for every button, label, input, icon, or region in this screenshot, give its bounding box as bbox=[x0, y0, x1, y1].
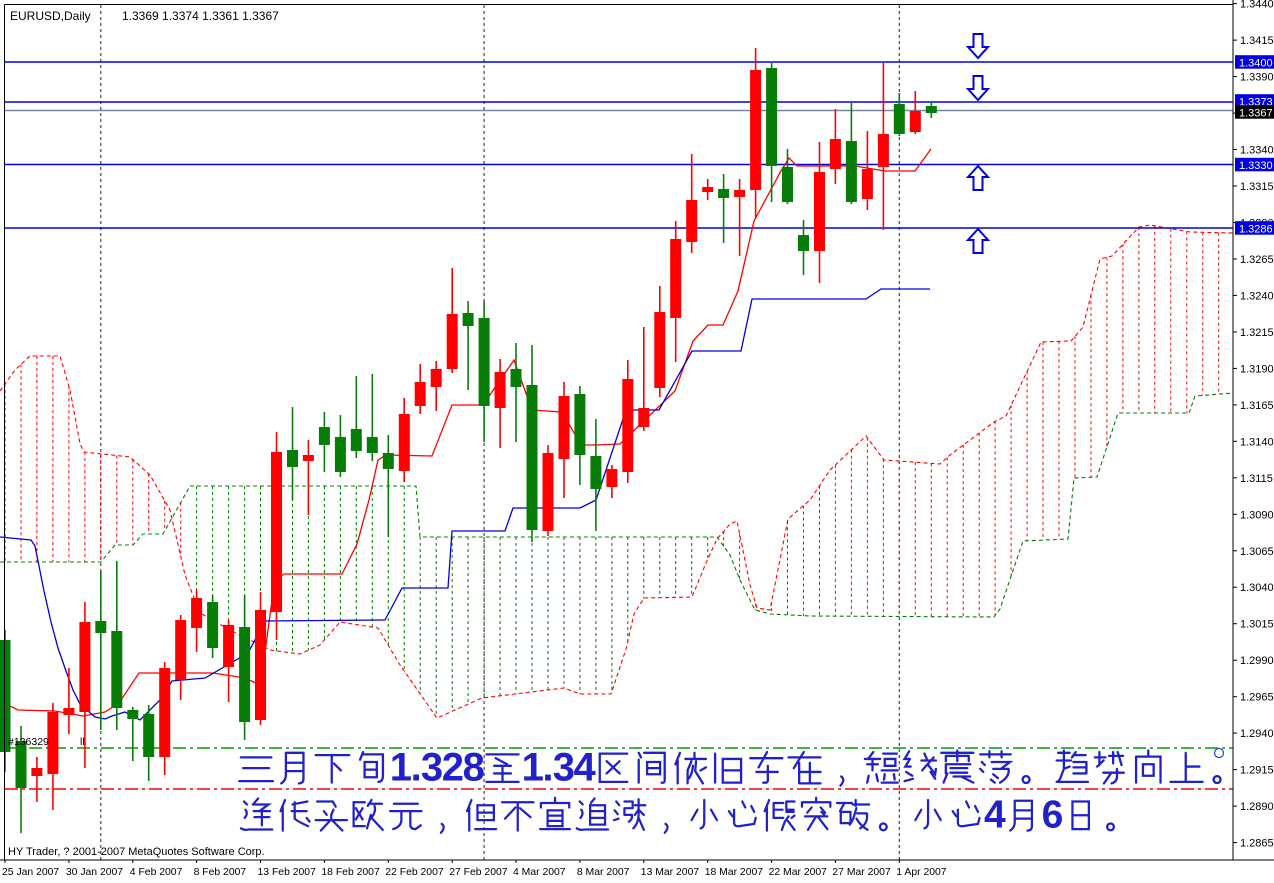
svg-text:3: 3 bbox=[553, 745, 575, 789]
svg-text:8 Mar 2007: 8 Mar 2007 bbox=[577, 867, 630, 878]
svg-text:1.2965: 1.2965 bbox=[1240, 692, 1274, 704]
svg-text:27 Mar 2007: 27 Mar 2007 bbox=[832, 867, 891, 878]
svg-text:1.3140: 1.3140 bbox=[1240, 436, 1274, 448]
svg-text:8: 8 bbox=[463, 745, 485, 789]
svg-text:#136329: #136329 bbox=[8, 736, 49, 748]
svg-text:25 Jan 2007: 25 Jan 2007 bbox=[2, 867, 59, 878]
svg-text:ll: ll bbox=[80, 736, 85, 748]
svg-text:1.2890: 1.2890 bbox=[1240, 801, 1274, 813]
svg-text:1.3340: 1.3340 bbox=[1240, 145, 1274, 157]
svg-text:1.3367: 1.3367 bbox=[1239, 108, 1273, 120]
svg-text:1.2915: 1.2915 bbox=[1240, 765, 1274, 777]
svg-text:1.3315: 1.3315 bbox=[1240, 181, 1274, 193]
svg-text:18 Feb 2007: 18 Feb 2007 bbox=[321, 867, 380, 878]
svg-text:1.3286: 1.3286 bbox=[1239, 224, 1273, 236]
svg-text:.: . bbox=[411, 745, 422, 789]
svg-text:1.3415: 1.3415 bbox=[1240, 35, 1274, 47]
svg-text:1.3369 1.3374 1.3361 1.3367: 1.3369 1.3374 1.3361 1.3367 bbox=[122, 9, 279, 23]
svg-text:1.3330: 1.3330 bbox=[1239, 160, 1273, 172]
svg-text:30 Jan 2007: 30 Jan 2007 bbox=[66, 867, 123, 878]
svg-text:1.3215: 1.3215 bbox=[1240, 327, 1274, 339]
svg-text:1: 1 bbox=[390, 745, 412, 789]
svg-text:HY Trader, ? 2001-2007 MetaQuo: HY Trader, ? 2001-2007 MetaQuotes Softwa… bbox=[8, 846, 265, 858]
svg-text:1.3265: 1.3265 bbox=[1240, 254, 1274, 266]
svg-text:1.3040: 1.3040 bbox=[1240, 582, 1274, 594]
svg-text:1.3390: 1.3390 bbox=[1240, 72, 1274, 84]
svg-text:4: 4 bbox=[574, 745, 597, 789]
svg-text:1.3065: 1.3065 bbox=[1240, 546, 1274, 558]
svg-text:1.2940: 1.2940 bbox=[1240, 728, 1274, 740]
svg-text:13 Feb 2007: 13 Feb 2007 bbox=[258, 867, 317, 878]
svg-text:1.3090: 1.3090 bbox=[1240, 509, 1274, 521]
svg-text:1.2990: 1.2990 bbox=[1240, 655, 1274, 667]
svg-text:6: 6 bbox=[1042, 794, 1064, 837]
svg-text:1.3190: 1.3190 bbox=[1240, 363, 1274, 375]
svg-text:18 Mar 2007: 18 Mar 2007 bbox=[705, 867, 764, 878]
svg-text:2: 2 bbox=[442, 745, 464, 789]
svg-text:1.3165: 1.3165 bbox=[1240, 400, 1274, 412]
svg-text:1.3400: 1.3400 bbox=[1239, 58, 1273, 70]
svg-text:1.3240: 1.3240 bbox=[1240, 290, 1274, 302]
svg-text:EURUSD,Daily: EURUSD,Daily bbox=[10, 9, 91, 23]
svg-text:3: 3 bbox=[421, 745, 443, 789]
svg-text:1 Apr 2007: 1 Apr 2007 bbox=[896, 867, 946, 878]
svg-text:1.3015: 1.3015 bbox=[1240, 619, 1274, 631]
svg-text:4 Feb 2007: 4 Feb 2007 bbox=[130, 867, 183, 878]
svg-text:4 Mar 2007: 4 Mar 2007 bbox=[513, 867, 566, 878]
svg-text:22 Feb 2007: 22 Feb 2007 bbox=[385, 867, 444, 878]
svg-text:13 Mar 2007: 13 Mar 2007 bbox=[641, 867, 700, 878]
svg-text:1.2865: 1.2865 bbox=[1240, 838, 1274, 850]
svg-text:8 Feb 2007: 8 Feb 2007 bbox=[194, 867, 247, 878]
svg-text:.: . bbox=[542, 745, 553, 789]
svg-text:1.3115: 1.3115 bbox=[1240, 473, 1273, 485]
svg-text:1: 1 bbox=[522, 745, 544, 789]
svg-text:22 Mar 2007: 22 Mar 2007 bbox=[769, 867, 828, 878]
svg-text:1.3440: 1.3440 bbox=[1240, 0, 1274, 11]
svg-text:4: 4 bbox=[984, 794, 1006, 837]
svg-text:27 Feb 2007: 27 Feb 2007 bbox=[449, 867, 508, 878]
